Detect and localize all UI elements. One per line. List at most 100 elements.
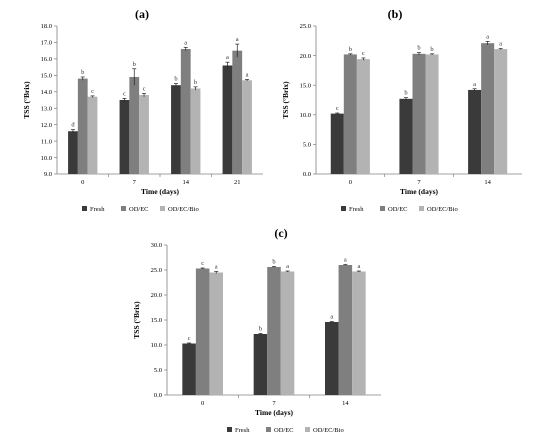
y-tick-label: 9.0 [44, 171, 52, 178]
significance-letter: a [344, 257, 347, 264]
y-tick-label: 15.0 [151, 317, 162, 324]
panel-label: (a) [135, 7, 149, 21]
bar-od-ec-bio [494, 49, 508, 175]
bar-fresh [325, 322, 339, 395]
bar-od-ec [338, 265, 353, 395]
legend-swatch [419, 206, 424, 211]
bar-od-ec-bio [242, 80, 252, 174]
legend-label: OD/EC [274, 427, 294, 434]
bar-fresh [399, 98, 413, 174]
legend-swatch [380, 206, 385, 211]
bar-fresh [330, 113, 344, 174]
significance-letter: d [71, 122, 75, 129]
x-tick-label: 0 [81, 179, 84, 186]
significance-letter: a [246, 71, 249, 78]
legend-label: OD/EC [129, 206, 149, 213]
y-tick-label: 20.0 [151, 292, 162, 299]
significance-letter: a [330, 314, 333, 321]
legend-swatch [341, 206, 346, 211]
y-tick-label: 0.0 [154, 392, 162, 399]
legend-label: OD/EC/Bio [427, 206, 458, 213]
legend-label: Fresh [90, 206, 105, 213]
bar-od-ec [267, 267, 281, 395]
x-axis-title: Time (days) [255, 408, 293, 417]
legend-label: Fresh [235, 427, 250, 434]
significance-letter: a [473, 81, 476, 88]
y-tick-label: 25.0 [151, 267, 162, 274]
bar-od-ec-bio [356, 59, 370, 174]
significance-letter: c [201, 260, 204, 267]
bar-od-ec [77, 78, 88, 174]
y-tick-label: 0.0 [303, 171, 311, 178]
significance-letter: a [236, 36, 239, 43]
panel-label: (b) [388, 7, 403, 21]
bar-od-ec-bio [209, 272, 223, 395]
y-tick-label: 10.0 [151, 342, 162, 349]
y-tick-label: 17.0 [41, 40, 52, 47]
bar-od-ec-bio [425, 54, 439, 174]
x-tick-label: 21 [234, 179, 241, 186]
legend-label: OD/EC/Bio [168, 206, 199, 213]
bar-od-ec [180, 49, 191, 175]
x-tick-label: 7 [133, 179, 137, 186]
legend-label: OD/EC [388, 206, 408, 213]
bar-od-ec [195, 268, 210, 395]
significance-letter: c [91, 88, 94, 95]
x-tick-label: 14 [484, 179, 491, 186]
y-tick-label: 10.0 [300, 112, 311, 119]
x-axis-title: Time (days) [400, 187, 438, 196]
x-tick-label: 7 [272, 400, 276, 407]
y-tick-label: 20.0 [300, 53, 311, 60]
significance-letter: c [336, 105, 339, 112]
y-tick-label: 15.0 [41, 73, 52, 80]
significance-letter: a [286, 263, 289, 270]
y-tick-label: 5.0 [154, 367, 162, 374]
bar-fresh [253, 334, 268, 395]
bar-od-ec [412, 53, 426, 174]
bar-fresh [119, 100, 130, 174]
x-axis-title: Time (days) [141, 187, 179, 196]
significance-letter: c [188, 335, 191, 342]
chart-panel-3: (c) 0.0 5.0 10.0 15.0 20.0 25.0 30.0 TSS (°Brix)… [132, 226, 381, 434]
significance-letter: b [404, 90, 407, 97]
significance-letter: c [123, 90, 126, 97]
y-axis-title: TSS (°Brix) [22, 81, 31, 119]
y-tick-label: 15.0 [300, 82, 311, 89]
y-tick-label: 18.0 [41, 23, 52, 30]
significance-letter: b [430, 46, 433, 53]
bar-od-ec-bio [352, 271, 366, 395]
y-tick-label: 5.0 [303, 142, 311, 149]
legend-swatch [305, 427, 310, 432]
y-axis-title: TSS (°Brix) [132, 301, 141, 339]
chart-panel-2: (b) 0.0 5.0 10.0 15.0 20.0 25.0 TSS (°Brix) Time… [281, 7, 522, 213]
bar-od-ec [232, 50, 243, 174]
y-tick-label: 16.0 [41, 56, 52, 63]
panel-label: (c) [274, 226, 287, 240]
legend-label: Fresh [349, 206, 364, 213]
legend-swatch [266, 427, 271, 432]
significance-letter: a [499, 40, 502, 47]
x-tick-label: 14 [183, 179, 190, 186]
significance-letter: a [486, 33, 489, 40]
significance-letter: c [143, 85, 146, 92]
significance-letter: a [357, 263, 360, 270]
y-tick-label: 25.0 [300, 23, 311, 30]
bar-od-ec [129, 76, 140, 174]
significance-letter: b [133, 61, 136, 68]
x-tick-label: 0 [201, 400, 204, 407]
significance-letter: b [194, 79, 197, 86]
bar-od-ec-bio [190, 88, 201, 174]
bar-od-ec [481, 43, 495, 174]
bar-od-ec-bio [87, 96, 98, 174]
y-tick-label: 12.0 [41, 122, 52, 129]
bar-fresh [468, 89, 482, 174]
x-tick-label: 7 [417, 179, 421, 186]
significance-letter: c [362, 50, 365, 57]
y-tick-label: 30.0 [151, 242, 162, 249]
significance-letter: b [259, 326, 262, 333]
significance-letter: a [215, 264, 218, 271]
y-tick-label: 11.0 [41, 138, 52, 145]
bar-fresh [182, 343, 196, 395]
y-tick-label: 13.0 [41, 105, 52, 112]
